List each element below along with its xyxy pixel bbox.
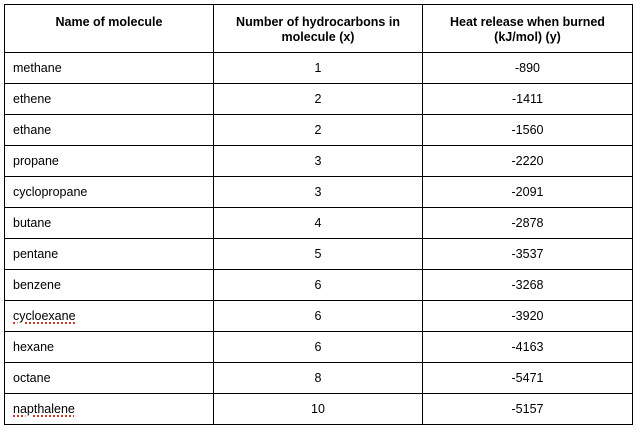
- cell-molecule-name: methane: [4, 52, 214, 84]
- cell-heat-release: -5157: [422, 393, 633, 425]
- table-row: pentane 5 -3537: [4, 238, 633, 270]
- cell-heat-release: -3537: [422, 238, 633, 270]
- cell-heat-release: -5471: [422, 362, 633, 394]
- header-molecule-name: Name of molecule: [4, 4, 214, 53]
- table-row: ethene 2 -1411: [4, 83, 633, 115]
- cell-heat-release: -1411: [422, 83, 633, 115]
- table-row: benzene 6 -3268: [4, 269, 633, 301]
- cell-hydrocarbon-count: 6: [213, 331, 423, 363]
- table-row: propane 3 -2220: [4, 145, 633, 177]
- cell-molecule-name: cyclopropane: [4, 176, 214, 208]
- table-row: cycloexane 6 -3920: [4, 300, 633, 332]
- data-table-container: Name of molecule Number of hydrocarbons …: [4, 4, 633, 425]
- cell-molecule-name: octane: [4, 362, 214, 394]
- cell-molecule-name: ethane: [4, 114, 214, 146]
- cell-hydrocarbon-count: 6: [213, 269, 423, 301]
- cell-hydrocarbon-count: 2: [213, 114, 423, 146]
- cell-hydrocarbon-count: 4: [213, 207, 423, 239]
- cell-molecule-name: napthalene: [4, 393, 214, 425]
- cell-heat-release: -2878: [422, 207, 633, 239]
- cell-heat-release: -890: [422, 52, 633, 84]
- table-row: methane 1 -890: [4, 52, 633, 84]
- table-row: ethane 2 -1560: [4, 114, 633, 146]
- cell-molecule-name: benzene: [4, 269, 214, 301]
- cell-molecule-name: pentane: [4, 238, 214, 270]
- misspelled-word[interactable]: cycloexane: [13, 308, 76, 323]
- cell-heat-release: -3920: [422, 300, 633, 332]
- cell-heat-release: -4163: [422, 331, 633, 363]
- table-row: hexane 6 -4163: [4, 331, 633, 363]
- cell-heat-release: -2220: [422, 145, 633, 177]
- table-row: cyclopropane 3 -2091: [4, 176, 633, 208]
- cell-molecule-name: butane: [4, 207, 214, 239]
- cell-molecule-name: cycloexane: [4, 300, 214, 332]
- cell-hydrocarbon-count: 3: [213, 145, 423, 177]
- cell-heat-release: -1560: [422, 114, 633, 146]
- header-heat-release: Heat release when burned (kJ/mol) (y): [422, 4, 633, 53]
- cell-molecule-name: propane: [4, 145, 214, 177]
- header-hydrocarbon-count: Number of hydrocarbons in molecule (x): [213, 4, 423, 53]
- cell-hydrocarbon-count: 2: [213, 83, 423, 115]
- table-header-row: Name of molecule Number of hydrocarbons …: [4, 4, 633, 53]
- misspelled-word[interactable]: napthalene: [13, 401, 75, 416]
- cell-hydrocarbon-count: 1: [213, 52, 423, 84]
- table-row: napthalene 10 -5157: [4, 393, 633, 425]
- cell-hydrocarbon-count: 10: [213, 393, 423, 425]
- cell-heat-release: -3268: [422, 269, 633, 301]
- cell-molecule-name: ethene: [4, 83, 214, 115]
- cell-hydrocarbon-count: 8: [213, 362, 423, 394]
- cell-hydrocarbon-count: 3: [213, 176, 423, 208]
- cell-hydrocarbon-count: 6: [213, 300, 423, 332]
- table-row: butane 4 -2878: [4, 207, 633, 239]
- cell-molecule-name: hexane: [4, 331, 214, 363]
- cell-heat-release: -2091: [422, 176, 633, 208]
- cell-hydrocarbon-count: 5: [213, 238, 423, 270]
- table-row: octane 8 -5471: [4, 362, 633, 394]
- molecule-heat-table: Name of molecule Number of hydrocarbons …: [4, 4, 633, 425]
